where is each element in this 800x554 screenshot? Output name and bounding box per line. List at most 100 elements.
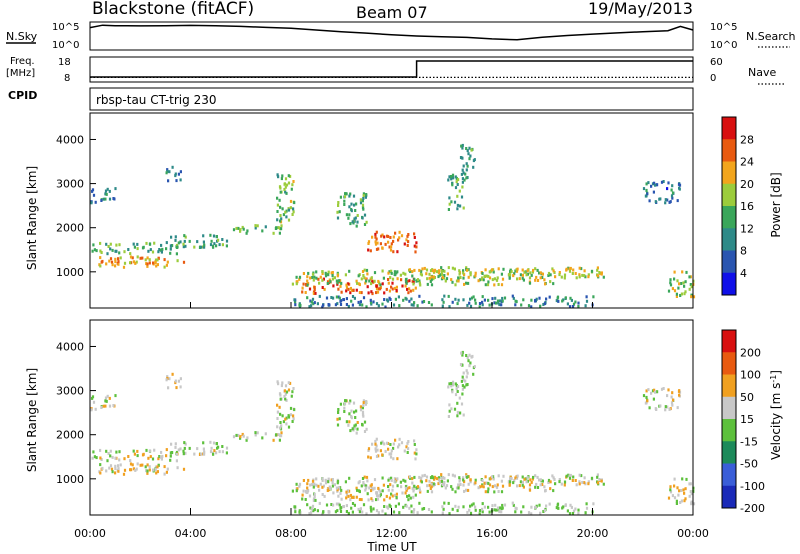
velocity-cell [99,463,102,467]
power-cell [405,281,408,285]
power-cell [402,271,405,275]
power-cell [313,288,316,292]
power-cell [232,228,236,232]
power-cell [585,299,589,303]
power-cell [355,202,358,206]
power-cell [362,274,365,277]
velocity-cell [670,395,673,399]
power-cell [458,189,461,193]
power-cell [284,190,287,194]
power-cell [485,274,488,278]
velocity-cell [355,486,358,490]
velocity-cell [92,450,95,454]
velocity-cell [179,385,182,389]
velocity-cell [359,405,362,409]
velocity-cell [261,436,264,440]
power-cell [136,242,139,246]
colorbar-segment [722,183,736,207]
power-cell [133,245,136,249]
power-cell [456,183,459,186]
velocity-cell [321,485,324,489]
velocity-cell [683,499,686,503]
velocity-cell [364,488,367,492]
colorbar-tick-label: -15 [740,435,758,448]
power-cell [225,244,228,248]
velocity-cell [246,436,249,440]
power-cell [656,183,659,187]
velocity-cell [645,395,648,399]
velocity-cell [642,394,646,398]
velocity-cell [494,503,497,507]
velocity-cell [410,504,413,508]
range-tick-label: 2000 [56,429,84,442]
velocity-cell [209,450,213,454]
power-cell [345,289,348,293]
velocity-cell [279,421,282,424]
power-cell [487,280,490,284]
velocity-cell [159,455,162,459]
velocity-cell [548,502,551,506]
power-cell [196,240,199,244]
velocity-cell [452,383,455,387]
velocity-cell [531,477,534,481]
velocity-cell [578,480,581,484]
velocity-cell [292,417,295,421]
power-cell [292,210,295,214]
velocity-cell [182,467,186,471]
power-cell [454,297,457,301]
power-cell [532,268,535,272]
range-tick-label: 1000 [56,266,84,279]
velocity-cell [363,483,366,487]
power-cell [129,261,132,265]
frequency-panel: Freq. [MHz] 18 8 60 0 Nave CPID [6,56,786,102]
velocity-cell [481,502,484,506]
velocity-cell [370,497,373,501]
nave-right-tick-top: 60 [710,57,723,68]
velocity-cell [498,510,501,514]
velocity-cell [491,475,494,479]
power-cell [414,286,417,290]
power-cell [382,276,385,280]
power-cell [684,290,687,294]
power-cell [363,213,367,217]
power-cell [322,303,325,307]
velocity-cell [331,484,334,488]
velocity-cell [454,504,457,508]
power-cell [447,266,450,270]
velocity-cell [539,478,542,482]
velocity-cell [333,483,336,487]
power-cell [308,305,311,309]
power-cell [451,266,454,270]
velocity-cell [362,404,365,407]
power-cell [378,287,381,291]
velocity-cell [336,509,339,513]
velocity-cell [151,457,155,461]
velocity-cell [203,452,206,456]
power-cell [675,292,678,296]
velocity-cell [279,412,282,416]
velocity-cell [279,393,282,397]
power-cell [413,236,416,239]
power-cell [481,303,484,307]
colorbar-tick-label: 100 [740,369,761,382]
power-cell [466,303,469,307]
velocity-cell [428,483,431,487]
power-cell [571,272,574,275]
velocity-cell [455,387,458,391]
power-cell [535,275,538,279]
velocity-cell [334,510,337,514]
power-cell [412,303,415,307]
velocity-cell [374,442,377,446]
velocity-cell [660,387,664,391]
velocity-cell [312,485,315,489]
velocity-cell [440,473,443,477]
power-cell [279,190,282,194]
power-cell [400,234,404,238]
power-cell [396,270,399,274]
power-cell [511,294,514,298]
velocity-cell [293,505,296,509]
velocity-cell [462,483,465,487]
power-cell [465,176,468,180]
velocity-cell [146,469,149,473]
velocity-cell [284,417,287,421]
